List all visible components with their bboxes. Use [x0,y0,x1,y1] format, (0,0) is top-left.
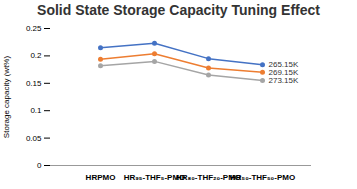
svg-text:269.15K: 269.15K [268,67,299,77]
svg-text:265.15K: 265.15K [268,60,299,70]
html-text:Solid State Storage Capacity T: Solid State Storage Capacity Tuning Effe… [37,2,320,18]
svg-text:0.2: 0.2 [30,51,42,60]
svg-text:273.15K: 273.15K [269,76,299,85]
svg-text:0.25: 0.25 [26,24,42,33]
svg-text:Storage capacity (wt%): Storage capacity (wt%) [2,56,11,139]
svg-text:0.05: 0.05 [26,134,42,143]
svg-text:0.1: 0.1 [30,106,42,115]
svg-text:HRPMO: HRPMO [86,173,116,182]
svg-text:0: 0 [37,161,42,170]
svg-text:HR₉₅-THF₅-PMO: HR₉₅-THF₅-PMO [123,173,186,183]
svg-text:HR₅₀-THF₅₀-PMO: HR₅₀-THF₅₀-PMO [230,173,295,182]
svg-text:0.15: 0.15 [26,79,42,88]
svg-text:HR₈₀-THF₂₀-PMO: HR₈₀-THF₂₀-PMO [175,173,242,183]
